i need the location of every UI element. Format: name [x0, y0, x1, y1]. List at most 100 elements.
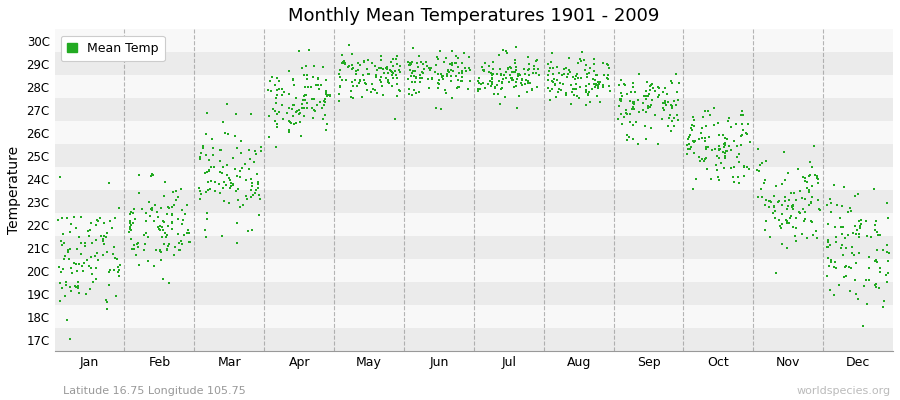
Point — [76, 260, 91, 266]
Point — [836, 184, 850, 190]
Point — [294, 101, 309, 107]
Point — [492, 101, 507, 108]
Point — [370, 67, 384, 74]
Point — [345, 62, 359, 68]
Point — [775, 221, 789, 227]
Point — [471, 88, 485, 95]
Point — [835, 241, 850, 248]
Point — [202, 167, 217, 173]
Point — [682, 134, 697, 140]
Point — [219, 182, 233, 188]
Point — [698, 154, 713, 161]
Point — [851, 296, 866, 302]
Point — [763, 234, 778, 240]
Point — [410, 60, 425, 66]
Point — [541, 60, 555, 67]
Point — [788, 196, 803, 203]
Point — [449, 73, 464, 79]
Point — [152, 247, 166, 254]
Point — [342, 42, 356, 49]
Point — [139, 230, 153, 236]
Point — [813, 207, 827, 213]
Point — [655, 100, 670, 106]
Point — [821, 239, 835, 245]
Point — [402, 60, 417, 67]
Point — [704, 176, 718, 182]
Point — [153, 247, 167, 254]
Point — [125, 245, 140, 252]
Point — [498, 94, 512, 100]
Point — [347, 77, 362, 83]
Point — [806, 219, 820, 226]
Point — [879, 279, 894, 285]
Point — [52, 264, 67, 270]
Point — [138, 240, 152, 247]
Point — [89, 250, 104, 256]
Point — [560, 74, 574, 80]
Point — [250, 181, 265, 187]
Point — [301, 76, 315, 82]
Point — [157, 241, 171, 247]
Point — [786, 202, 800, 208]
Point — [824, 259, 838, 266]
Point — [60, 248, 75, 255]
Point — [586, 76, 600, 82]
Point — [603, 87, 617, 94]
Point — [223, 185, 238, 192]
Point — [568, 76, 582, 82]
Point — [306, 115, 320, 121]
Point — [731, 174, 745, 180]
Point — [74, 251, 88, 257]
Point — [741, 121, 755, 128]
Point — [687, 139, 701, 146]
Point — [59, 215, 74, 222]
Point — [477, 67, 491, 73]
Point — [778, 194, 792, 200]
Point — [445, 62, 459, 69]
Point — [56, 266, 70, 272]
Point — [565, 89, 580, 95]
Point — [167, 252, 182, 258]
Point — [870, 232, 885, 238]
Point — [775, 240, 789, 247]
Point — [220, 172, 235, 178]
Point — [504, 65, 518, 71]
Point — [217, 179, 231, 185]
Point — [848, 277, 862, 283]
Point — [450, 85, 464, 92]
Point — [581, 81, 596, 87]
Point — [802, 202, 816, 208]
Point — [626, 104, 641, 110]
Point — [367, 87, 382, 93]
Point — [294, 133, 309, 140]
Point — [385, 70, 400, 76]
Point — [428, 69, 442, 76]
Point — [321, 92, 336, 98]
Point — [788, 233, 803, 240]
Point — [446, 68, 461, 74]
Point — [626, 136, 641, 142]
Bar — [55, 75, 893, 98]
Point — [472, 86, 486, 92]
Point — [588, 77, 602, 83]
Point — [566, 86, 580, 92]
Point — [821, 236, 835, 243]
Point — [741, 130, 755, 137]
Point — [507, 69, 521, 75]
Point — [231, 197, 246, 204]
Point — [526, 70, 540, 76]
Point — [862, 254, 877, 260]
Point — [270, 111, 284, 117]
Point — [623, 119, 637, 125]
Point — [836, 224, 850, 230]
Point — [318, 98, 332, 105]
Point — [768, 208, 782, 214]
Point — [687, 114, 701, 120]
Point — [366, 86, 381, 92]
Point — [549, 94, 563, 100]
Point — [518, 81, 533, 87]
Point — [824, 257, 838, 263]
Point — [503, 64, 517, 70]
Point — [443, 61, 457, 67]
Point — [430, 85, 445, 91]
